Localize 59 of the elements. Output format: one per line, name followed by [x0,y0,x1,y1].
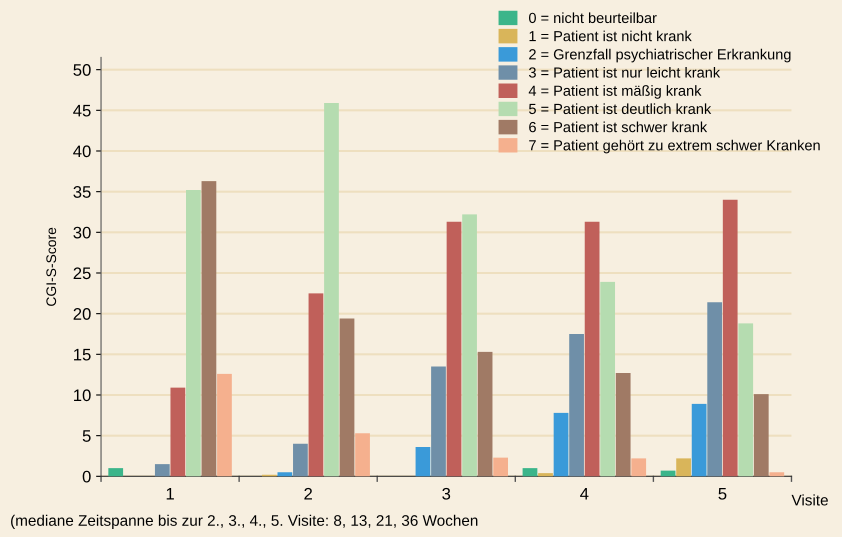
bar [707,302,722,476]
bar [202,181,216,476]
y-tick-label: 5 [82,430,91,442]
bar [538,473,553,476]
legend-label: 4 = Patient ist mäßig krank [528,85,702,99]
y-tick-label: 30 [73,226,91,239]
y-tick-label: 0 [82,470,91,483]
legend-label: 6 = Patient ist schwer krank [529,122,708,132]
x-tick-label: 2 [304,488,312,500]
y-tick-label: 35 [73,186,91,198]
x-axis-title: Visite [792,494,828,506]
bar [660,470,676,476]
bar [186,190,201,476]
bar [692,404,707,476]
y-axis-title: CGI-S-Score [46,228,56,306]
bar [293,444,308,476]
bar [170,388,186,476]
legend-label: 1 = Patient ist nicht krank [530,30,692,42]
bar [522,468,538,476]
legend-label: 2 = Grenzfall psychiatrischer Erkrankung [529,48,790,62]
bar [154,464,170,476]
bar [108,468,124,476]
bar [355,433,370,476]
x-tick-label: 5 [718,488,726,500]
bar [340,318,354,476]
bar [431,366,446,476]
y-tick-label: 20 [74,308,91,320]
bar [217,374,232,476]
bar [738,323,754,476]
legend-label: 7 = Patient gehört zu extrem schwer Kranken [529,140,820,154]
x-tick-label: 1 [166,488,174,500]
bar [631,458,646,476]
legend-label: 3 = Patient ist nur leicht krank [528,66,720,78]
bar [600,282,616,476]
y-tick-label: 50 [73,64,91,76]
bar [416,447,430,476]
bar [446,222,462,476]
legend-label: 5 = Patient ist deutlich krank [529,103,712,114]
bar [616,373,631,476]
y-tick-label: 10 [74,389,91,402]
x-tick-label: 3 [442,488,450,500]
bar [478,352,492,476]
text: (mediane Zeitspanne bis zur 2., 3., 4., 5. Visite: 8, 13, 21, 36 Wochen [11,514,478,529]
bar [554,412,568,476]
bar [308,293,324,476]
legend-label: 0 = nicht beurteilbar [528,12,657,24]
bar [462,214,477,476]
y-tick-label: 45 [73,104,91,117]
bar [584,222,600,476]
bar [569,334,584,476]
y-tick-label: 25 [74,267,91,280]
y-tick-label: 15 [74,348,91,361]
bar [493,458,508,476]
bar [676,458,691,476]
bar [324,103,339,476]
x-tick-label: 4 [580,488,588,500]
bar [722,200,738,476]
y-tick-label: 40 [73,145,91,158]
bar [754,394,769,476]
